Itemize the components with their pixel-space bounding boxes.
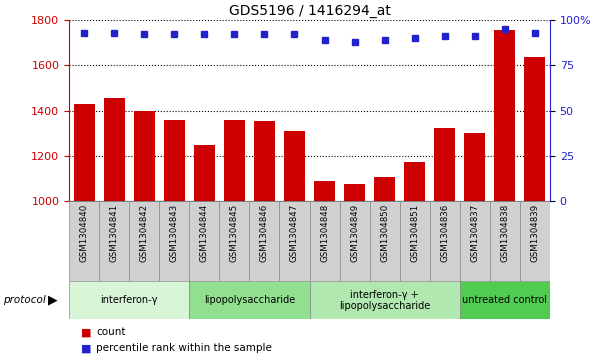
Bar [224, 120, 245, 201]
Bar [279, 201, 310, 281]
Bar [495, 30, 516, 201]
Text: GSM1304849: GSM1304849 [350, 204, 359, 262]
Text: GSM1304847: GSM1304847 [290, 204, 299, 262]
Text: GSM1304844: GSM1304844 [200, 204, 209, 262]
Text: GSM1304837: GSM1304837 [471, 204, 479, 262]
Bar [159, 201, 189, 281]
Bar [344, 184, 365, 201]
Bar [219, 201, 249, 281]
Bar [460, 201, 490, 281]
Bar [249, 201, 279, 281]
Text: untreated control: untreated control [462, 295, 548, 305]
Bar [310, 201, 340, 281]
Text: GSM1304838: GSM1304838 [501, 204, 509, 262]
Bar [284, 131, 305, 201]
Text: ■: ■ [81, 343, 91, 354]
Bar [74, 104, 95, 201]
Text: ▶: ▶ [48, 294, 58, 307]
Bar [189, 281, 310, 319]
Text: ■: ■ [81, 327, 91, 337]
Text: interferon-γ +
lipopolysaccharide: interferon-γ + lipopolysaccharide [339, 290, 430, 311]
Bar [435, 128, 456, 201]
Bar [404, 162, 426, 201]
Bar [310, 281, 460, 319]
Text: GSM1304851: GSM1304851 [410, 204, 419, 262]
Bar [254, 121, 275, 201]
Bar [314, 181, 335, 201]
Text: protocol: protocol [3, 295, 46, 305]
Bar [374, 176, 395, 201]
Bar [104, 98, 125, 201]
Bar [134, 111, 155, 201]
Text: percentile rank within the sample: percentile rank within the sample [96, 343, 272, 354]
Text: GSM1304841: GSM1304841 [110, 204, 118, 262]
Bar [129, 201, 159, 281]
Text: count: count [96, 327, 126, 337]
Bar [370, 201, 400, 281]
Bar [194, 145, 215, 201]
Bar [164, 120, 185, 201]
Text: GSM1304850: GSM1304850 [380, 204, 389, 262]
Title: GDS5196 / 1416294_at: GDS5196 / 1416294_at [228, 4, 391, 17]
Bar [460, 281, 550, 319]
Bar [69, 201, 99, 281]
Text: GSM1304836: GSM1304836 [441, 204, 449, 262]
Text: GSM1304848: GSM1304848 [320, 204, 329, 262]
Text: GSM1304843: GSM1304843 [170, 204, 178, 262]
Bar [465, 133, 486, 201]
Text: GSM1304839: GSM1304839 [531, 204, 539, 262]
Text: GSM1304845: GSM1304845 [230, 204, 239, 262]
Bar [400, 201, 430, 281]
Text: interferon-γ: interferon-γ [100, 295, 158, 305]
Bar [99, 201, 129, 281]
Bar [340, 201, 370, 281]
Text: GSM1304846: GSM1304846 [260, 204, 269, 262]
Bar [525, 57, 546, 201]
Bar [520, 201, 550, 281]
Bar [490, 201, 520, 281]
Bar [69, 281, 189, 319]
Text: lipopolysaccharide: lipopolysaccharide [204, 295, 295, 305]
Bar [430, 201, 460, 281]
Bar [189, 201, 219, 281]
Text: GSM1304842: GSM1304842 [140, 204, 148, 262]
Text: GSM1304840: GSM1304840 [80, 204, 88, 262]
